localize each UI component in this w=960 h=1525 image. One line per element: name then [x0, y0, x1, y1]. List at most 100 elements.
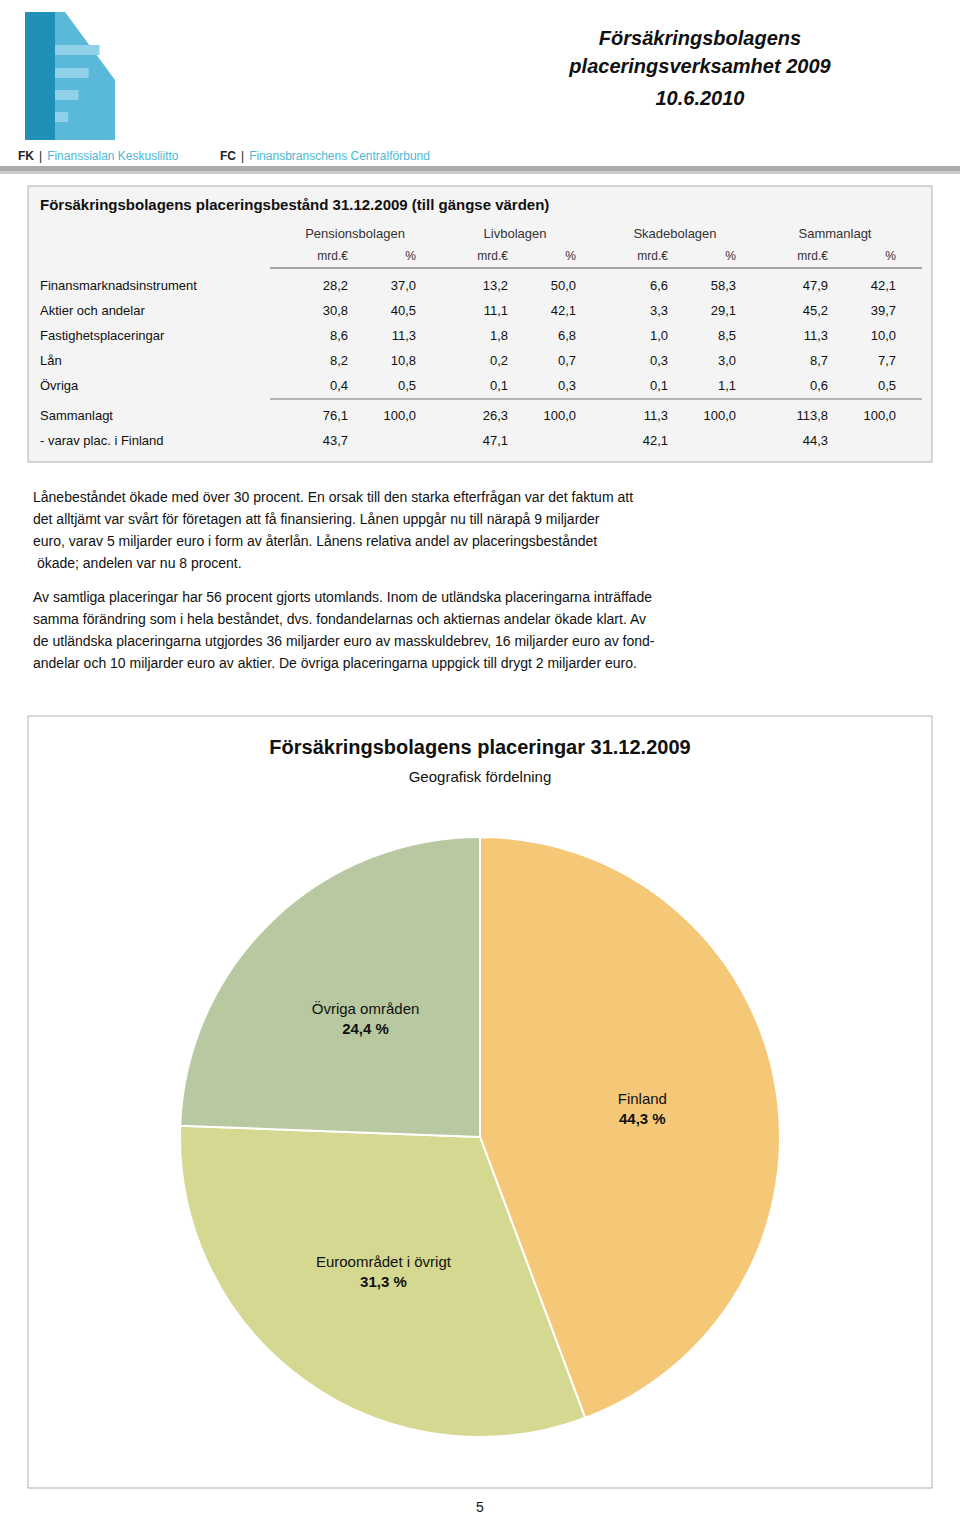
cell: 30,8 [323, 303, 348, 318]
cell: 43,7 [323, 433, 348, 448]
slice-category: Övriga områden [312, 1000, 420, 1017]
cell: 10,8 [391, 353, 416, 368]
cell: 11,3 [392, 328, 416, 343]
slices [180, 837, 780, 1437]
body-text: de utländska placeringarna utgjordes 36 … [33, 633, 655, 649]
cell: 39,7 [871, 303, 896, 318]
logo-band [55, 90, 78, 100]
chart-title: Försäkringsbolagens placeringar 31.12.20… [269, 736, 690, 758]
cell: 1,0 [650, 328, 668, 343]
org-abbr: FC [220, 149, 236, 163]
cell: 7,7 [878, 353, 896, 368]
table-box [28, 186, 932, 462]
rule [270, 399, 922, 400]
column-header: Skadebolagen [633, 226, 716, 241]
cell: 10,0 [871, 328, 896, 343]
cell: 50,0 [551, 278, 576, 293]
logo-band [55, 45, 100, 55]
separator [0, 171, 960, 174]
rule [270, 268, 922, 269]
cell: 76,1 [323, 408, 348, 423]
row-label: Fastighetsplaceringar [40, 328, 165, 343]
logo-shape [25, 12, 115, 140]
cell: 0,3 [650, 353, 668, 368]
data-label: 24,4 % [342, 1020, 389, 1037]
cell: 1,8 [490, 328, 508, 343]
sub-header: % [405, 249, 416, 263]
header-title: Försäkringsbolagens [599, 27, 801, 49]
cell: 47,1 [483, 433, 508, 448]
separator [0, 166, 960, 171]
cell: 45,2 [803, 303, 828, 318]
slice-category: Finland [618, 1090, 667, 1107]
cell: 8,5 [718, 328, 736, 343]
page: FK|Finanssialan KeskusliittoFC|Finansbra… [0, 0, 960, 1525]
cell: 0,3 [558, 378, 576, 393]
column-header: Sammanlagt [799, 226, 872, 241]
cell: 58,3 [711, 278, 736, 293]
cell: 0,5 [398, 378, 416, 393]
cell: 8,7 [810, 353, 828, 368]
sub-header: % [885, 249, 896, 263]
logo [25, 12, 115, 140]
cell: 0,7 [558, 353, 576, 368]
body-text: andelar och 10 miljarder euro av aktier.… [33, 655, 637, 671]
cell: 0,1 [490, 378, 508, 393]
header-title: 10.6.2010 [656, 87, 745, 109]
row-label: Lån [40, 353, 62, 368]
org-name: Finansbranschens Centralförbund [249, 149, 430, 163]
pie-slice [180, 837, 480, 1137]
pie-chart: Försäkringsbolagens placeringar 31.12.20… [28, 716, 932, 1488]
cell: 1,1 [718, 378, 736, 393]
column-header: Pensionsbolagen [305, 226, 405, 241]
cell: 26,3 [483, 408, 508, 423]
sub-header: mrd.€ [477, 249, 508, 263]
body-text: euro, varav 5 miljarder euro i form av å… [33, 533, 597, 549]
row-label: Sammanlagt [40, 408, 113, 423]
cell: 47,9 [803, 278, 828, 293]
cell: 42,1 [551, 303, 576, 318]
cell: 37,0 [391, 278, 416, 293]
cell: 6,8 [558, 328, 576, 343]
cell: 6,6 [650, 278, 668, 293]
logo-band [55, 68, 89, 78]
cell: 113,8 [796, 408, 828, 423]
sub-header: % [725, 249, 736, 263]
slice-labels: Finland44,3 %Euroområdet i övrigt31,3 %Ö… [312, 1000, 667, 1290]
cell: 0,4 [330, 378, 348, 393]
cell: 8,6 [330, 328, 348, 343]
cell: 0,2 [490, 353, 508, 368]
body-text: Av samtliga placeringar har 56 procent g… [33, 589, 652, 605]
cell: 44,3 [803, 433, 828, 448]
cell: 8,2 [330, 353, 348, 368]
org-name: Finanssialan Keskusliitto [47, 149, 179, 163]
cell: 3,3 [650, 303, 668, 318]
cell: 42,1 [871, 278, 896, 293]
body-text: Lånebeståndet ökade med över 30 procent.… [33, 489, 633, 505]
cell: 40,5 [391, 303, 416, 318]
chart-box [28, 716, 932, 1488]
slice-category: Euroområdet i övrigt [316, 1253, 452, 1270]
body-text: det alltjämt var svårt för företagen att… [33, 511, 600, 527]
cell: 28,2 [323, 278, 348, 293]
data-label: 31,3 % [360, 1273, 407, 1290]
cell: 42,1 [643, 433, 668, 448]
row-label: Finansmarknadsinstrument [40, 278, 197, 293]
sub-header: mrd.€ [317, 249, 348, 263]
cell: 11,1 [484, 303, 508, 318]
cell: 11,3 [644, 408, 668, 423]
cell: 100,0 [703, 408, 736, 423]
cell: 11,3 [804, 328, 828, 343]
cell: 0,6 [810, 378, 828, 393]
cell: 29,1 [711, 303, 736, 318]
sub-header: mrd.€ [797, 249, 828, 263]
cell: 0,1 [650, 378, 668, 393]
header-title: placeringsverksamhet 2009 [568, 55, 831, 77]
row-label: Aktier och andelar [40, 303, 145, 318]
body-text: ökade; andelen var nu 8 procent. [33, 555, 242, 571]
logo-band [55, 112, 68, 122]
cell: 100,0 [383, 408, 416, 423]
cell: 100,0 [543, 408, 576, 423]
row-label: Övriga [40, 378, 79, 393]
column-header: Livbolagen [484, 226, 547, 241]
